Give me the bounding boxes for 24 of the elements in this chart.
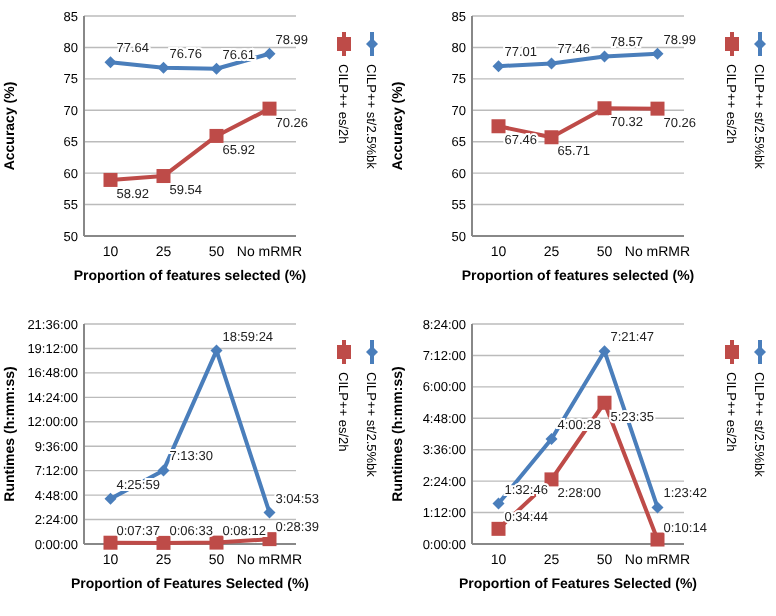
point: [156, 535, 171, 550]
point: [545, 433, 558, 446]
point: [104, 492, 117, 505]
point: [103, 172, 118, 187]
point: [157, 464, 170, 477]
point: [650, 532, 665, 547]
point: [262, 101, 277, 116]
point: [491, 119, 506, 134]
point: [492, 497, 505, 510]
point: [103, 535, 118, 550]
point: [650, 101, 665, 116]
point: [597, 395, 612, 410]
point: [544, 130, 559, 145]
point: [544, 472, 559, 487]
point: [263, 47, 276, 60]
point: [210, 344, 223, 357]
point: [597, 101, 612, 116]
point: [651, 501, 664, 514]
point: [263, 506, 276, 519]
point: [209, 128, 224, 143]
point: [156, 169, 171, 184]
point: [598, 345, 611, 358]
point: [491, 521, 506, 536]
point: [209, 535, 224, 550]
